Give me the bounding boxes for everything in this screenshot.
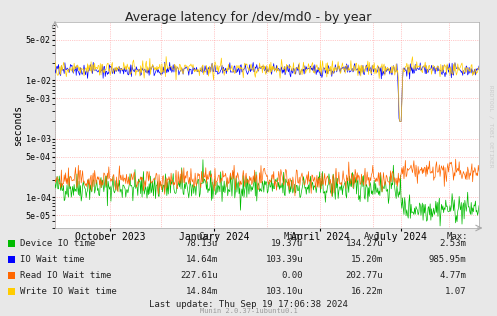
Text: 0.00: 0.00 [281,270,303,279]
Text: Device IO time: Device IO time [20,239,95,247]
Text: Min:: Min: [283,232,305,241]
Text: Read IO Wait time: Read IO Wait time [20,270,111,279]
Y-axis label: seconds: seconds [13,104,23,146]
Text: 4.77m: 4.77m [439,270,466,279]
Text: 78.13u: 78.13u [186,239,218,247]
Bar [8,288,15,295]
Text: 985.95m: 985.95m [428,254,466,264]
Text: Munin 2.0.37-1ubuntu0.1: Munin 2.0.37-1ubuntu0.1 [200,308,297,314]
Bar [8,256,15,263]
Text: Write IO Wait time: Write IO Wait time [20,287,117,295]
Text: 202.77u: 202.77u [345,270,383,279]
Text: Average latency for /dev/md0 - by year: Average latency for /dev/md0 - by year [125,11,372,24]
Text: 2.53m: 2.53m [439,239,466,247]
Text: 103.39u: 103.39u [265,254,303,264]
Text: RRDTOOL / TOBI OETIKER: RRDTOOL / TOBI OETIKER [488,85,493,168]
Text: 1.07: 1.07 [444,287,466,295]
Text: Last update: Thu Sep 19 17:06:38 2024: Last update: Thu Sep 19 17:06:38 2024 [149,300,347,309]
Text: 16.22m: 16.22m [351,287,383,295]
Text: 134.27u: 134.27u [345,239,383,247]
Text: Avg:: Avg: [363,232,385,241]
Bar [8,240,15,247]
Text: 103.10u: 103.10u [265,287,303,295]
Text: 19.37u: 19.37u [271,239,303,247]
Text: IO Wait time: IO Wait time [20,254,84,264]
Text: Cur:: Cur: [198,232,220,241]
Text: 227.61u: 227.61u [180,270,218,279]
Bar [8,272,15,279]
Text: 14.84m: 14.84m [186,287,218,295]
Text: 15.20m: 15.20m [351,254,383,264]
Text: 14.64m: 14.64m [186,254,218,264]
Text: Max:: Max: [446,232,468,241]
